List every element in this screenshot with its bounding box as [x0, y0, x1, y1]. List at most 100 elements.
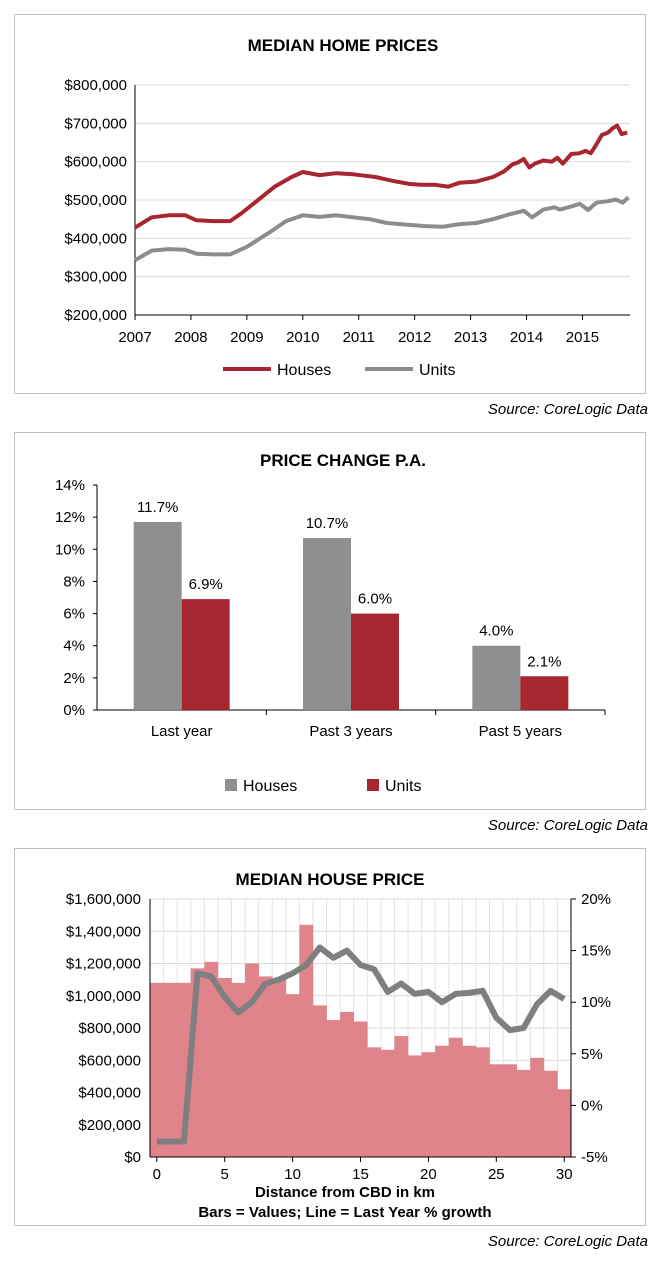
chart-title: MEDIAN HOME PRICES	[248, 36, 439, 55]
x-axis-title: Distance from CBD in km	[255, 1184, 435, 1201]
bar-data-label: 6.9%	[189, 576, 223, 593]
y-tick-label: 10%	[55, 541, 85, 558]
bar-value	[475, 1047, 490, 1157]
median-home-prices-panel: MEDIAN HOME PRICES $200,000 $300,000 $400,0…	[14, 14, 646, 394]
bar-value	[489, 1064, 504, 1157]
x-tick-label: 15	[352, 1166, 369, 1183]
y-tick-label: $800,000	[64, 77, 127, 94]
bar-houses	[133, 521, 182, 710]
y-tick-label: 4%	[63, 638, 85, 655]
bar-value	[530, 1057, 545, 1157]
y-tick-label: 0%	[63, 702, 85, 719]
chart-caption: Bars = Values; Line = Last Year % growth	[198, 1204, 491, 1221]
y2-tick-label: 10%	[581, 994, 611, 1011]
y-tick-label: 12%	[55, 509, 85, 526]
y-tick-label: 14%	[55, 477, 85, 494]
y-tick-label: $1,400,000	[66, 923, 141, 940]
chart-title: MEDIAN HOUSE PRICE	[236, 870, 425, 889]
bar-value	[367, 1047, 382, 1157]
legend-swatch-houses	[225, 779, 237, 791]
y-tick-label: $600,000	[64, 154, 127, 171]
bar-value	[340, 1011, 355, 1157]
source-note-2: Source: CoreLogic Data	[487, 817, 648, 834]
bar-value	[245, 963, 259, 1157]
bar-value	[163, 982, 178, 1157]
y-tick-label: $800,000	[78, 1020, 141, 1037]
bar-value	[272, 979, 287, 1157]
price-change-chart: PRICE CHANGE P.A. 0% 2% 4% 6% 8% 10% 12% 14% 11.7…	[55, 451, 606, 795]
legend-swatch-units	[367, 779, 379, 791]
x-tick-label: 0	[153, 1166, 161, 1183]
y-tick-label: $700,000	[64, 115, 127, 132]
y2-tick-label: 15%	[581, 943, 611, 960]
bar-data-label: 6.0%	[358, 591, 392, 608]
category-label: Past 5 years	[479, 723, 562, 740]
bar-value	[394, 1036, 409, 1157]
bar-data-label: 11.7%	[137, 499, 178, 516]
x-tick-label: 2014	[510, 329, 543, 346]
y-tick-label: 6%	[63, 606, 85, 623]
x-tick-label: 2015	[566, 329, 599, 346]
bar-value	[503, 1064, 517, 1157]
bar-houses	[303, 538, 351, 710]
legend-label-houses: Houses	[277, 362, 331, 379]
bar-value	[312, 1005, 327, 1157]
bar-value	[462, 1045, 477, 1157]
y-tick-label: $1,600,000	[66, 891, 141, 908]
growth-line	[156, 944, 566, 1145]
bar-value	[204, 961, 219, 1157]
y-tick-label: $1,200,000	[66, 956, 141, 973]
bar-value	[421, 1052, 436, 1157]
source-note-3: Source: CoreLogic Data	[487, 1233, 648, 1250]
source-note-1: Source: CoreLogic Data	[487, 401, 648, 418]
bar-data-label: 4.0%	[479, 623, 513, 640]
x-tick-label: 10	[284, 1166, 301, 1183]
y2-tick-label: 20%	[581, 891, 611, 908]
bar-value	[380, 1049, 395, 1157]
y-tick-label: $300,000	[64, 269, 127, 286]
x-tick-label: 25	[488, 1166, 505, 1183]
bar-value	[516, 1069, 531, 1157]
bar-value	[258, 976, 273, 1157]
bar-data-label: 10.7%	[306, 515, 349, 532]
x-tick-label: 2009	[230, 329, 263, 346]
y-tick-label: $500,000	[64, 192, 127, 209]
y-tick-label: $600,000	[78, 1052, 141, 1069]
bar-value	[217, 978, 232, 1157]
series-line-units	[134, 195, 630, 262]
bar-value	[299, 924, 314, 1157]
x-tick-label: 2012	[398, 329, 431, 346]
bar-data-label: 2.1%	[527, 653, 561, 670]
median-home-prices-chart: MEDIAN HOME PRICES $200,000 $300,000 $400,0…	[64, 36, 630, 379]
median-house-price-panel: MEDIAN HOUSE PRICE $0 $200,000 $400,000 $600…	[14, 848, 646, 1226]
x-tick-label: 2013	[454, 329, 487, 346]
y2-tick-label: -5%	[581, 1149, 608, 1166]
bar-value	[435, 1045, 450, 1157]
x-tick-label: 30	[556, 1166, 573, 1183]
x-tick-label: 2008	[174, 329, 207, 346]
x-tick-label: 5	[221, 1166, 229, 1183]
bar-value	[231, 982, 246, 1157]
y-tick-label: 8%	[63, 573, 85, 590]
y2-tick-label: 5%	[581, 1046, 603, 1063]
series-line-houses	[133, 123, 628, 230]
bar-value	[543, 1070, 558, 1157]
x-tick-label: 20	[420, 1166, 437, 1183]
category-label: Last year	[151, 723, 213, 740]
bar-value	[326, 1019, 341, 1157]
x-tick-label: 2011	[343, 329, 375, 346]
legend-label-units: Units	[385, 778, 421, 795]
bar-value	[353, 1021, 368, 1157]
legend-label-units: Units	[419, 362, 455, 379]
y-tick-label: $400,000	[64, 230, 127, 247]
y2-tick-label: 0%	[581, 1097, 603, 1114]
y-tick-label: $0	[124, 1149, 141, 1166]
bar-value	[285, 994, 300, 1157]
bar-value	[557, 1089, 572, 1157]
price-change-panel: PRICE CHANGE P.A. 0% 2% 4% 6% 8% 10% 12% 14% 11.7…	[14, 432, 646, 810]
category-label: Past 3 years	[309, 723, 392, 740]
bar-units	[181, 599, 230, 710]
bar-units	[351, 613, 399, 710]
y-tick-label: $1,000,000	[66, 988, 141, 1005]
y-tick-label: $400,000	[78, 1085, 141, 1102]
